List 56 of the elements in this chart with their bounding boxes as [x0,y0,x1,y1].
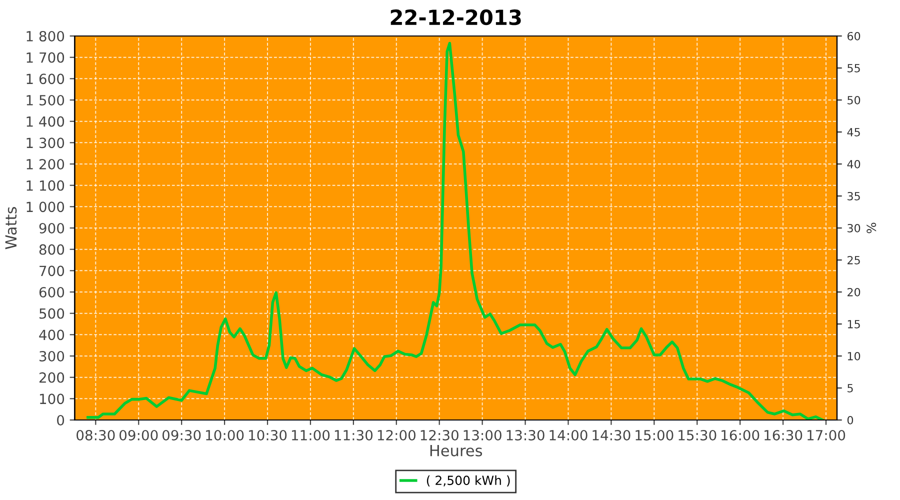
y2-tick-label: 45 [847,128,860,136]
x-tick-label: 08:30 [76,430,115,440]
x-tick-label: 14:30 [592,430,630,440]
y-tick-label: 1 100 [26,180,64,191]
y-tick-label: 1 300 [26,138,64,148]
y-tick-label: 700 [40,266,64,276]
x-tick-label: 11:30 [334,430,373,440]
y2-tick-label: 35 [848,192,860,200]
x-tick-label: 14:00 [550,430,588,440]
x-tick-label: 10:30 [249,430,287,440]
line-series [86,42,824,420]
y2-tick-label: 60 [848,32,860,40]
y2-tick-label: 25 [848,256,860,264]
x-tick-label: 11:00 [292,430,330,440]
y2-tick-label: 50 [848,96,860,104]
y2-tick-label: 40 [847,160,860,168]
x-axis-title: Heures [430,445,482,456]
x-tick-label: 10:00 [206,430,244,440]
y-tick-label: 900 [39,222,64,234]
y2-tick-label: 20 [848,288,860,296]
x-tick-label: 12:30 [420,430,458,440]
x-tick-label: 16:30 [764,430,802,440]
x-tick-label: 13:30 [506,430,544,440]
y-tick-label: 800 [39,244,64,255]
y-tick-label: 100 [40,394,64,404]
x-tick-label: 09:00 [120,430,158,440]
y2-tick-label: 0 [847,416,854,424]
y-tick-label: 400 [39,330,64,340]
y2-axis-title: % [866,222,876,234]
x-tick-label: 17:00 [808,430,846,440]
x-tick-label: 15:30 [678,430,716,440]
x-tick-label: 16:00 [722,430,760,440]
x-tick-label: 12:00 [378,430,416,440]
y2-tick-label: 15 [848,320,860,328]
y-tick-label: 0 [57,414,64,426]
y2-tick-label: 55 [848,64,860,72]
x-tick-label: 13:00 [464,430,502,440]
y-tick-label: 200 [39,372,64,383]
x-tick-label: 15:00 [636,430,674,440]
y2-tick-label: 5 [848,384,853,392]
y-tick-label: 500 [40,308,64,319]
y-tick-label: 1 200 [26,158,64,170]
x-tick-label: 09:30 [162,430,201,440]
legend-label: ( 2,500 kWh ) [426,475,510,487]
chart-title: 22-12-2013 [390,9,521,26]
y2-tick-label: 30 [848,224,860,232]
y-tick-label: 1 500 [26,94,64,106]
y-tick-label: 1 800 [26,30,64,42]
y-tick-label: 1 700 [26,52,64,63]
y-tick-label: 1 600 [26,74,64,84]
y-tick-label: 600 [39,286,64,298]
y-tick-label: 300 [40,350,64,362]
y2-tick-label: 10 [848,352,860,360]
y-tick-label: 1 400 [26,116,64,127]
y-tick-label: 1 000 [26,202,64,212]
y-axis-title: Watts [5,207,17,250]
